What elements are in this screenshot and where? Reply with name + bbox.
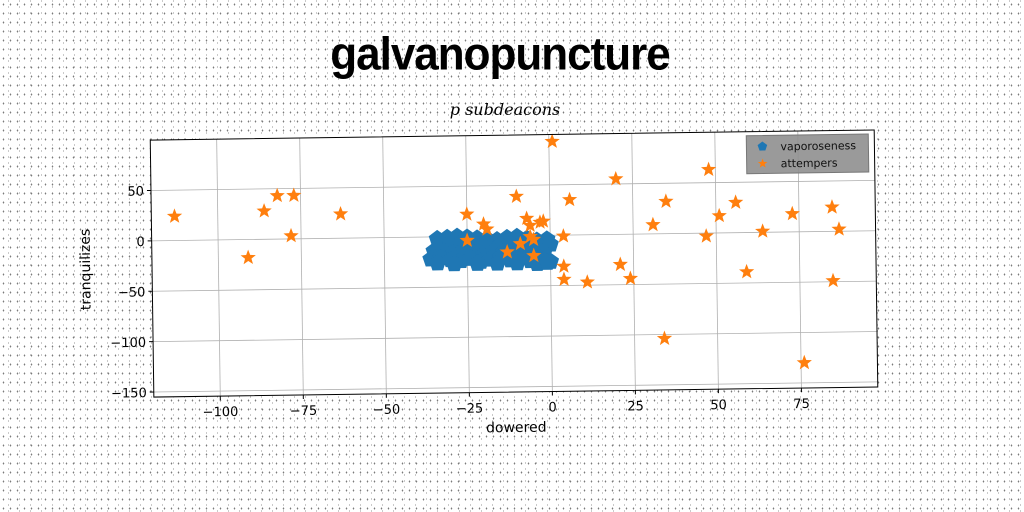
x-axis-label: dowered: [486, 420, 547, 437]
point-attempers: [656, 330, 673, 346]
point-vaporoseness: [429, 254, 447, 271]
x-tick-label: 75: [793, 397, 810, 412]
point-vaporoseness: [538, 253, 556, 270]
x-tick-label: 25: [627, 399, 644, 414]
legend-label-vaporoseness: vaporoseness: [780, 139, 856, 153]
y-grid-line: [153, 331, 878, 343]
legend-marker-vaporoseness: [757, 141, 768, 151]
point-attempers: [555, 228, 572, 243]
legend-box: [745, 133, 870, 175]
legend-label-attempers: attempers: [781, 156, 838, 170]
point-attempers: [535, 213, 551, 228]
point-attempers: [526, 247, 542, 263]
x-grid-line: [216, 139, 221, 397]
data-marks: [166, 133, 847, 370]
point-attempers: [525, 231, 542, 247]
point-attempers: [622, 270, 639, 286]
point-attempers: [556, 258, 572, 273]
point-attempers: [499, 244, 515, 259]
x-grid-line: [797, 131, 802, 389]
x-tick-label: −25: [456, 401, 484, 416]
point-attempers: [459, 232, 475, 248]
point-vaporoseness: [508, 253, 526, 271]
y-grid-line: [150, 179, 875, 191]
axes: −100 −75 −50 −25 0 25 50 75 −150 −100 −50 0 50 dowere…: [77, 129, 879, 437]
point-attempers: [739, 263, 755, 279]
point-attempers: [556, 271, 572, 286]
series-attempers: [166, 133, 847, 370]
x-tick-label: −50: [373, 403, 401, 418]
chart-subtitle: p subdeacons: [449, 100, 561, 119]
point-attempers: [825, 272, 841, 288]
chart-title: galvanopuncture: [330, 28, 671, 81]
point-attempers: [544, 133, 560, 149]
point-attempers: [286, 187, 302, 203]
point-attempers: [831, 221, 847, 236]
point-attempers: [755, 223, 771, 238]
point-attempers: [784, 205, 800, 221]
point-attempers: [522, 217, 538, 233]
point-attempers: [728, 194, 744, 209]
grid-lines: [150, 131, 878, 397]
point-attempers: [332, 206, 349, 221]
point-attempers: [283, 227, 299, 243]
legend: vaporoseness attempers: [745, 133, 870, 175]
legend-marker-attempers: [757, 158, 768, 168]
x-tick-label: 0: [548, 400, 556, 415]
point-attempers: [459, 206, 475, 221]
axes-frame: [149, 129, 879, 398]
y-tick-label: −50: [118, 285, 146, 300]
point-attempers: [645, 216, 661, 232]
x-grid-line: [714, 132, 719, 390]
x-grid-line: [299, 137, 304, 395]
y-tick-label: 50: [127, 185, 144, 200]
point-attempers: [240, 249, 256, 265]
y-axis-label: tranquilizes: [77, 229, 94, 311]
point-vaporoseness: [488, 254, 506, 271]
x-tick-label: 50: [710, 398, 727, 413]
x-tick-label: −100: [203, 405, 239, 420]
point-attempers: [612, 256, 628, 272]
point-attempers: [512, 235, 529, 251]
point-attempers: [508, 188, 524, 204]
point-vaporoseness: [445, 254, 463, 272]
point-attempers: [166, 208, 183, 223]
point-attempers: [711, 207, 727, 223]
point-attempers: [796, 354, 812, 370]
point-attempers: [608, 170, 624, 186]
point-attempers: [562, 191, 578, 207]
point-vaporoseness: [468, 254, 486, 271]
y-tick-label: −100: [110, 336, 146, 351]
point-attempers: [269, 187, 285, 203]
point-attempers: [256, 203, 272, 218]
y-tick-label: 0: [136, 235, 144, 250]
y-grid-line: [152, 280, 877, 292]
point-attempers: [479, 221, 495, 236]
y-tick-label: −150: [111, 386, 147, 401]
point-attempers: [824, 199, 840, 214]
series-vaporoseness: [422, 227, 560, 272]
x-grid-line: [631, 133, 636, 391]
y-grid-line: [153, 381, 878, 393]
point-attempers: [698, 228, 714, 243]
point-attempers: [658, 193, 674, 208]
point-attempers: [700, 161, 717, 177]
x-tick-label: −75: [290, 404, 318, 419]
point-attempers: [579, 274, 595, 289]
x-grid-line: [382, 136, 387, 394]
